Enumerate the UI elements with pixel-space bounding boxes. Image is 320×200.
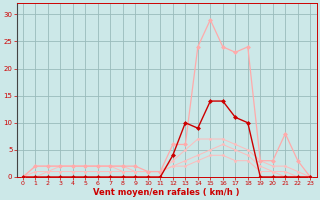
X-axis label: Vent moyen/en rafales ( km/h ): Vent moyen/en rafales ( km/h ) xyxy=(93,188,240,197)
